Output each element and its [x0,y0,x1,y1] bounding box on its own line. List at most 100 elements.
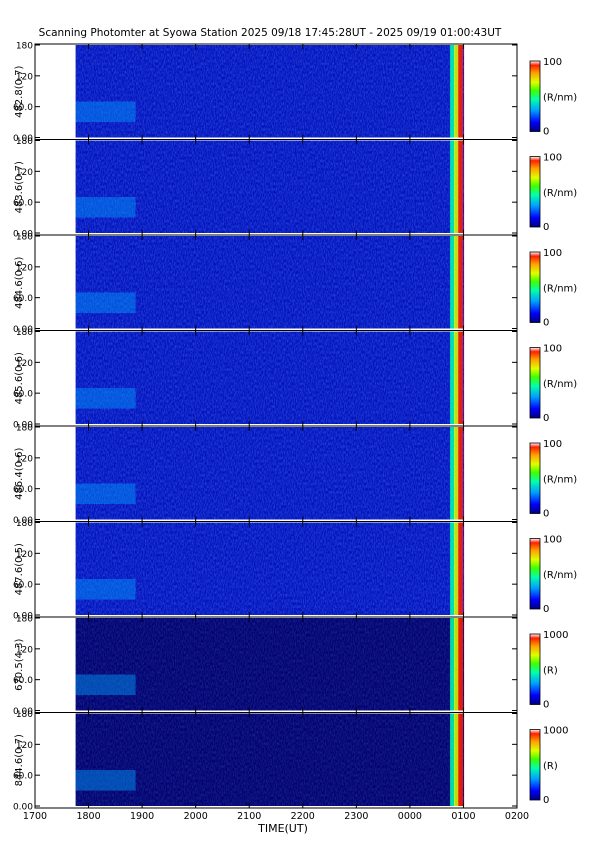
x-tick-label: 2300 [344,811,368,822]
colorbar-max-label: 100 [543,535,562,546]
colorbar [529,156,541,228]
heatmap-dawn-edge [454,522,460,615]
x-axis-title: TIME(UT) [257,822,308,835]
colorbar-min-label: 0 [543,509,549,520]
x-tick-label: 1900 [130,811,154,822]
heatmap-dawn-edge [458,713,464,806]
heatmap-dawn-edge [454,618,460,711]
x-tick-label: 0100 [451,811,475,822]
heatmap-dawn-edge [450,427,456,520]
x-tick-label: 2000 [184,811,208,822]
colorbar-max-label: 100 [543,439,562,450]
y-tick-label: 60.0 [13,294,33,304]
colorbar-max-label: 100 [543,248,562,259]
heatmap-texture [75,522,465,615]
colorbar [529,538,541,610]
colorbar-unit-label: (R) [543,665,558,676]
colorbar-min-label: 0 [543,127,549,138]
colorbar-min-label: 0 [543,222,549,233]
heatmap-dawn-edge [450,45,456,138]
y-tick-label: 180 [16,42,33,52]
panel-ylabel: 483.6(0.7) [14,161,25,213]
colorbar-min-label: 0 [543,318,549,329]
y-tick-label: 180 [16,424,33,434]
heatmap-band [75,388,136,409]
heatmap-dawn-edge [450,331,456,424]
heatmap-texture [75,618,465,711]
panel-8: 0.00 60.0 120 180 844.6(0.7) 1000 (R) 0 [13,710,569,813]
heatmap-dawn-edge [450,522,456,615]
heatmap-dawn-edge [458,140,464,233]
heatmap-dawn-edge [450,618,456,711]
colorbar [529,633,541,705]
heatmap-dawn-edge [450,140,456,233]
y-tick-label: 60.0 [13,199,33,209]
colorbar [529,251,541,323]
heatmap-dawn-edge [454,427,460,520]
y-tick-label: 60.0 [13,581,33,591]
colorbar-unit-label: (R/nm) [543,188,577,199]
heatmap-texture [75,331,465,424]
heatmap-band [75,770,136,791]
panel-6: 0.00 60.0 120 180 487.6(0.5) 100 (R/nm) 0 [13,519,577,622]
heatmap-band [75,674,136,696]
heatmap-dawn-edge [454,45,460,138]
y-tick-label: 0.00 [13,230,33,240]
panel-ylabel: 486.4(0.6) [14,447,25,499]
colorbar [529,347,541,419]
colorbar-max-label: 100 [543,344,562,355]
colorbar [529,60,541,132]
panel-7: 0.00 60.0 120 180 670.5(4.3) 1000 (R) 0 [13,615,569,718]
heatmap-band [75,197,136,218]
y-tick-label: 120 [16,359,33,369]
y-tick-label: 60.0 [13,772,33,782]
x-axis: 1700 1800 1900 2000 2100 2200 2300 0000 0100 0200 [23,811,529,822]
heatmap-band [75,579,136,600]
heatmap-texture [75,45,465,138]
heatmap-dawn-edge [458,618,464,711]
y-tick-label: 120 [16,263,33,273]
heatmap-dawn-edge [450,713,456,806]
colorbar-unit-label: (R/nm) [543,379,577,390]
x-tick-label: 0200 [505,811,529,822]
y-tick-label: 60.0 [13,676,33,686]
y-tick-label: 0.00 [13,803,33,813]
heatmap-dawn-edge [458,331,464,424]
y-tick-label: 60.0 [13,103,33,113]
panel-ylabel: 485.6(0.6) [14,352,25,404]
panel-ylabel: 484.6(0.6) [14,256,25,308]
heatmap-band [75,483,136,505]
colorbar-unit-label: (R/nm) [543,570,577,581]
y-tick-label: 0.00 [13,325,33,335]
y-tick-label: 0.00 [13,612,33,622]
y-tick-label: 120 [16,168,33,178]
y-tick-label: 180 [16,519,33,529]
colorbar-min-label: 0 [543,700,549,711]
x-tick-label: 2100 [237,811,261,822]
heatmap-texture [75,236,465,329]
colorbar-max-label: 1000 [543,630,568,641]
heatmap-dawn-edge [454,236,460,329]
heatmap-dawn-edge [458,236,464,329]
panel-5: 0.00 60.0 120 180 486.4(0.6) 100 (R/nm) 0 [13,424,577,527]
x-tick-label: 2200 [291,811,315,822]
heatmap-texture [75,713,465,806]
heatmap-band [75,101,136,123]
colorbar-max-label: 100 [543,153,562,164]
heatmap-dawn-edge [450,236,456,329]
heatmap-texture [75,140,465,233]
colorbar-min-label: 0 [543,604,549,615]
y-tick-label: 120 [16,645,33,655]
x-tick-label: 1700 [23,811,47,822]
colorbar-unit-label: (R/nm) [543,474,577,485]
colorbar-min-label: 0 [543,413,549,424]
y-tick-label: 0.00 [13,134,33,144]
colorbar-max-label: 1000 [543,726,568,737]
y-tick-label: 0.00 [13,421,33,431]
colorbar-unit-label: (R/nm) [543,92,577,103]
y-tick-label: 180 [16,615,33,625]
y-tick-label: 0.00 [13,516,33,526]
y-tick-label: 0.00 [13,707,33,717]
y-tick-label: 180 [16,710,33,720]
y-tick-label: 60.0 [13,485,33,495]
